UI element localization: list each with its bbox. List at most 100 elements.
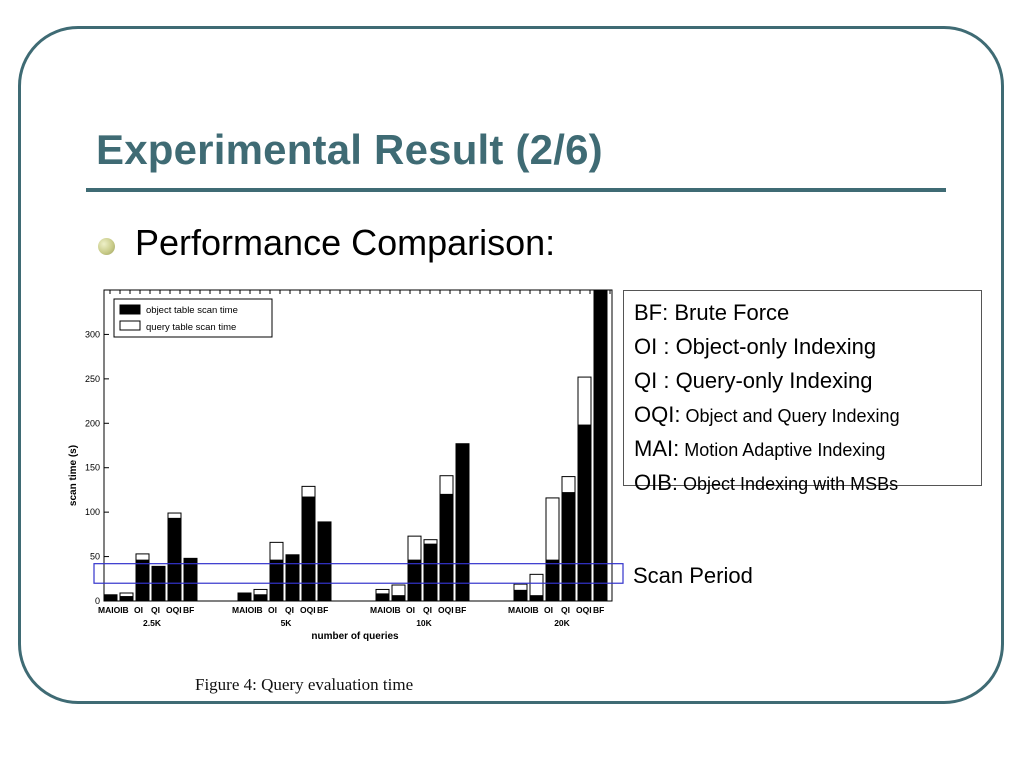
definition-text: Motion Adaptive Indexing — [679, 440, 886, 460]
scan-period-highlight — [93, 563, 624, 584]
figure-caption: Figure 4: Query evaluation time — [195, 675, 414, 694]
y-tick-label: 150 — [85, 463, 100, 473]
x-axis-label: number of queries — [311, 631, 399, 642]
bar-query-scan — [529, 573, 544, 597]
bar-query-scan — [375, 588, 390, 595]
definition-line: OI : Object-only Indexing — [634, 331, 981, 365]
bar-query-scan — [513, 583, 528, 591]
legend-label: object table scan time — [146, 305, 238, 316]
x-method-label: MAIOIB — [98, 605, 129, 615]
bullet-icon — [98, 238, 115, 255]
bar-object-scan — [119, 596, 134, 602]
bar-query-scan — [561, 476, 576, 494]
bar-object-scan — [301, 496, 316, 602]
slide-title: Experimental Result (2/6) — [96, 126, 603, 173]
x-group-label: 2.5K — [143, 618, 162, 628]
x-method-label: BF — [593, 605, 604, 615]
x-group-label: 10K — [416, 618, 432, 628]
definition-abbr: OIB: — [634, 470, 679, 495]
x-method-label: BF — [183, 605, 194, 615]
x-group-label: 20K — [554, 618, 570, 628]
bar-query-scan — [577, 376, 592, 426]
legend-label: query table scan time — [146, 322, 236, 333]
x-method-label: OQI — [576, 605, 592, 615]
definition-text: Brute Force — [668, 300, 790, 325]
x-method-label: QI — [561, 605, 570, 615]
plot-frame — [103, 289, 613, 602]
bar-query-scan — [269, 541, 284, 561]
bar-object-scan — [253, 594, 268, 602]
bar-object-scan — [455, 443, 470, 602]
x-method-label: MAIOIB — [232, 605, 263, 615]
definition-abbr: BF: — [634, 300, 669, 325]
bar-object-scan — [103, 594, 118, 602]
bar-object-scan — [593, 289, 608, 602]
y-axis-label: scan time (s) — [68, 445, 79, 506]
definition-text: Object-only Indexing — [669, 334, 877, 359]
x-method-label: MAIOIB — [508, 605, 539, 615]
x-method-label: QI — [285, 605, 294, 615]
x-method-label: BF — [455, 605, 466, 615]
x-group-label: 5K — [281, 618, 293, 628]
scan-period-label: Scan Period — [633, 563, 753, 588]
x-method-label: BF — [317, 605, 328, 615]
x-method-label: MAIOIB — [370, 605, 401, 615]
definition-text: Object Indexing with MSBs — [678, 474, 899, 494]
y-tick-label: 250 — [85, 374, 100, 384]
bar-query-scan — [119, 592, 134, 598]
bar-object-scan — [545, 559, 560, 602]
bar-object-scan — [391, 595, 406, 602]
definition-line: QI : Query-only Indexing — [634, 365, 981, 399]
bar-query-scan — [407, 535, 422, 561]
bar-object-scan — [439, 493, 454, 602]
definition-line: OIB: Object Indexing with MSBs — [634, 467, 981, 501]
bar-object-scan — [269, 559, 284, 602]
bar-object-scan — [317, 521, 332, 602]
x-method-label: QI — [151, 605, 160, 615]
bar-query-scan — [253, 588, 268, 596]
bar-query-scan — [135, 553, 150, 561]
definition-abbr: QI : — [634, 368, 670, 393]
y-tick-label: 100 — [85, 507, 100, 517]
bar-object-scan — [423, 543, 438, 602]
title-rule — [86, 188, 946, 192]
bar-object-scan — [561, 492, 576, 602]
bar-object-scan — [167, 517, 182, 602]
bar-object-scan — [183, 557, 198, 602]
y-tick-label: 300 — [85, 329, 100, 339]
definition-abbr: MAI: — [634, 436, 680, 461]
x-method-label: OI — [406, 605, 415, 615]
definition-line: MAI: Motion Adaptive Indexing — [634, 433, 981, 467]
bar-query-scan — [439, 475, 454, 495]
bar-query-scan — [423, 539, 438, 545]
x-method-label: OI — [134, 605, 143, 615]
x-method-label: OI — [268, 605, 277, 615]
bar-query-scan — [545, 497, 560, 561]
legend-swatch-object — [119, 304, 141, 315]
definition-abbr: OI : — [634, 334, 670, 359]
bar-object-scan — [407, 559, 422, 602]
definition-line: OQI: Object and Query Indexing — [634, 399, 981, 433]
x-method-label: OI — [544, 605, 553, 615]
x-method-label: OQI — [166, 605, 182, 615]
legend-swatch-query — [119, 320, 141, 331]
bar-object-scan — [513, 589, 528, 602]
bar-object-scan — [135, 559, 150, 602]
x-method-label: OQI — [438, 605, 454, 615]
bar-object-scan — [237, 592, 252, 602]
definitions-box: BF: Brute Force OI : Object-only Indexing… — [623, 290, 982, 495]
definition-line: BF: Brute Force — [634, 297, 981, 331]
bar-object-scan — [529, 595, 544, 602]
y-tick-label: 0 — [95, 596, 100, 606]
y-tick-label: 200 — [85, 418, 100, 428]
bullet-text: Performance Comparison: — [135, 222, 556, 263]
bar-object-scan — [577, 424, 592, 602]
bar-query-scan — [391, 584, 406, 597]
bar-object-scan — [375, 593, 390, 602]
y-tick-label: 50 — [90, 552, 100, 562]
bar-object-scan — [285, 554, 300, 602]
x-method-label: OQI — [300, 605, 316, 615]
x-method-label: QI — [423, 605, 432, 615]
definition-text: Query-only Indexing — [669, 368, 873, 393]
